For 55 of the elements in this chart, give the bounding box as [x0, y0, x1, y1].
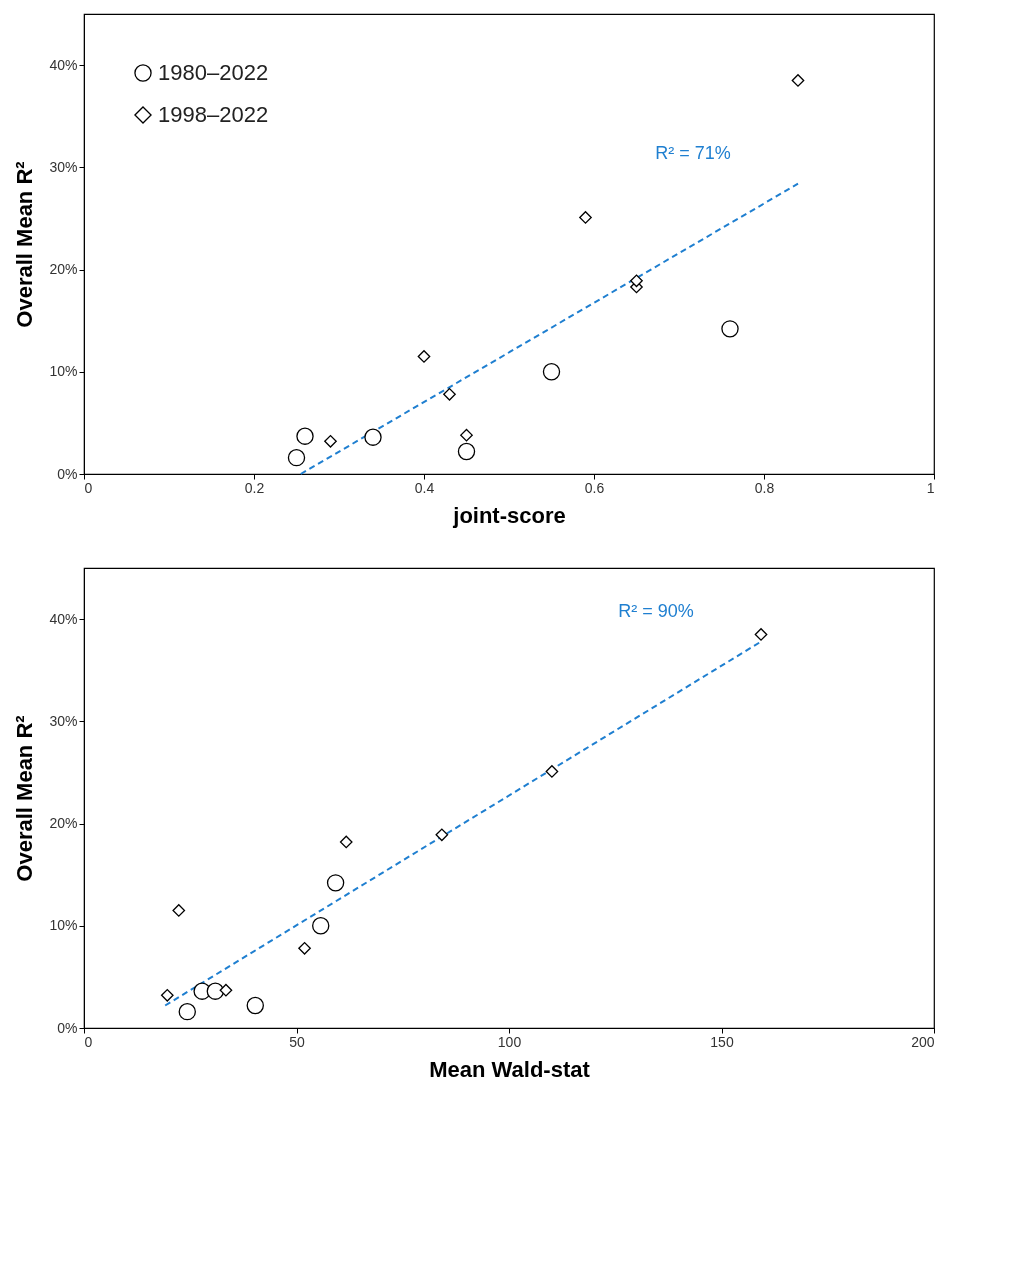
x-tick-label: 0 [84, 1033, 93, 1050]
annotation: R² = 90% [618, 600, 694, 621]
point [326, 874, 345, 892]
y-tick-label: 10% [49, 917, 78, 934]
x-axis-title: Mean Wald-stat [429, 1056, 591, 1082]
y-tick-label: 30% [49, 712, 78, 729]
point [545, 765, 559, 778]
point [721, 320, 739, 338]
x-tick-label: 0.6 [584, 479, 605, 496]
y-tick-label: 20% [49, 815, 78, 832]
point [579, 211, 592, 224]
y-tick-label: 20% [49, 261, 78, 278]
point [324, 434, 337, 448]
legend-label: 1998–2022 [158, 102, 269, 127]
point [443, 387, 456, 401]
point [178, 1002, 196, 1021]
point [312, 917, 330, 935]
x-tick-label: 0.2 [244, 479, 265, 496]
point [219, 983, 233, 997]
legend-label: 1980–2022 [158, 60, 269, 85]
point [339, 835, 353, 849]
point [791, 74, 805, 87]
point [460, 428, 473, 442]
point [298, 941, 311, 955]
x-tick-label: 1 [926, 479, 935, 496]
point [160, 988, 174, 1002]
point [172, 904, 186, 917]
y-axis-title: Overall Mean R² [12, 715, 38, 882]
y-tick-label: 30% [49, 158, 78, 175]
point [435, 828, 449, 842]
y-axis-title: Overall Mean R² [12, 161, 38, 328]
point [542, 363, 561, 381]
x-tick-label: 200 [911, 1033, 935, 1050]
point [364, 428, 382, 446]
point [206, 982, 225, 1000]
x-tick-label: 0.8 [754, 479, 775, 496]
point [296, 427, 314, 445]
annotation: R² = 71% [655, 142, 731, 163]
y-tick-label: 0% [57, 465, 78, 482]
x-tick-label: 50 [289, 1033, 305, 1050]
x-tick-label: 150 [710, 1033, 734, 1050]
y-tick-label: 10% [49, 363, 78, 380]
point [630, 274, 643, 288]
x-tick-label: 0.4 [414, 479, 435, 496]
y-tick-label: 40% [49, 610, 78, 627]
y-tick-label: 40% [49, 56, 78, 73]
point [287, 448, 306, 467]
point [417, 350, 431, 363]
x-axis-title: joint-score [452, 502, 566, 528]
point [457, 442, 476, 461]
y-tick-label: 0% [57, 1019, 78, 1036]
x-tick-label: 0 [84, 479, 93, 496]
point [754, 628, 768, 641]
point [246, 996, 264, 1015]
x-tick-label: 100 [497, 1033, 522, 1050]
